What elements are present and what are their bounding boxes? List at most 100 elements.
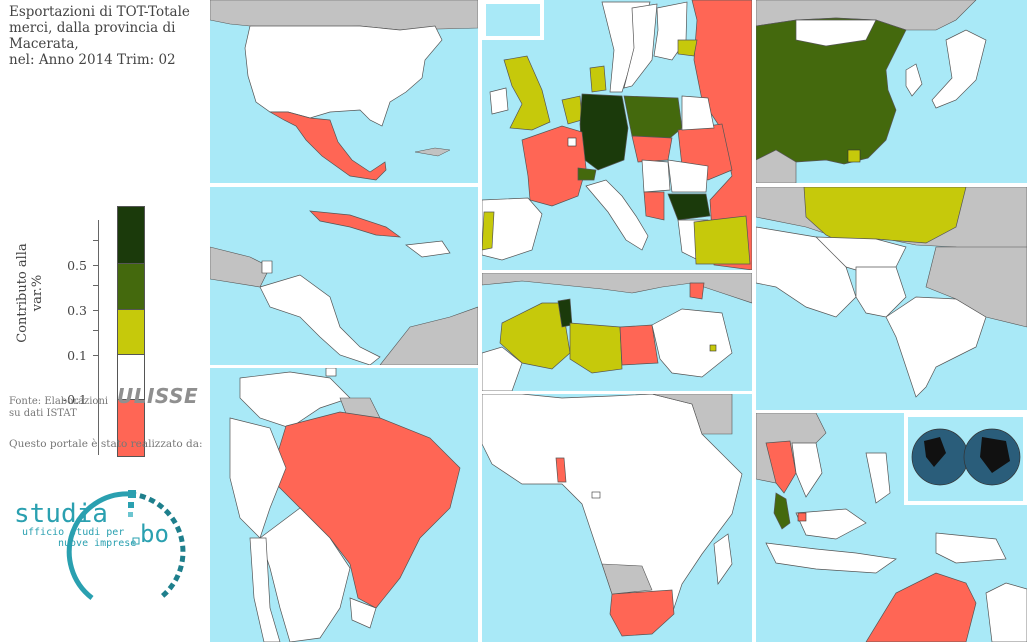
map-europe: [482, 0, 752, 270]
mexico[interactable]: [268, 111, 387, 181]
globe-continent: [924, 437, 946, 467]
arabia-south: [651, 394, 733, 435]
legend-tick-label: 0.1: [67, 348, 87, 363]
portugal[interactable]: [482, 211, 495, 251]
logo-arc-left: [66, 491, 131, 600]
indochina-north: [756, 149, 797, 183]
serbia[interactable]: [643, 191, 665, 221]
turkey[interactable]: [693, 215, 751, 265]
korea[interactable]: [905, 63, 923, 97]
belize[interactable]: [261, 260, 273, 274]
botswana-namibia: [601, 563, 653, 595]
ireland[interactable]: [489, 87, 509, 115]
panel-south-asia[interactable]: [756, 187, 1027, 410]
map-south-america: [210, 368, 478, 642]
central-america[interactable]: [259, 274, 381, 365]
malaysia-peninsula[interactable]: [773, 492, 791, 530]
ulisse-logo[interactable]: ULISSE: [117, 384, 199, 408]
africa-mainland[interactable]: [482, 394, 743, 625]
source-note: Fonte: Elaborazioni su dati ISTAT: [9, 396, 109, 419]
panel-caribbean[interactable]: [210, 187, 478, 365]
panel-east-asia[interactable]: [756, 0, 1027, 183]
japan[interactable]: [931, 29, 987, 109]
mongolia[interactable]: [795, 19, 877, 47]
legend-axis-label: Contributo alla var.%: [15, 243, 45, 343]
cyprus-lebanon[interactable]: [689, 282, 705, 300]
map-title: Esportazioni di TOT-Totale merci, dalla …: [9, 4, 190, 68]
india[interactable]: [885, 296, 987, 398]
hungary[interactable]: [641, 159, 671, 193]
hispaniola[interactable]: [405, 240, 451, 258]
south-africa[interactable]: [609, 589, 675, 637]
logo-square: [128, 502, 134, 508]
new-zealand[interactable]: [985, 582, 1027, 642]
logo-arc-right: [129, 491, 186, 600]
map-north-america: [210, 0, 478, 183]
belarus[interactable]: [681, 95, 715, 131]
usa[interactable]: [244, 25, 443, 127]
switzerland[interactable]: [577, 167, 597, 181]
legend-swatch-nodata: [117, 354, 145, 400]
panel-southeast-asia[interactable]: [756, 413, 1027, 642]
gabon[interactable]: [591, 491, 601, 499]
philippines[interactable]: [865, 452, 891, 504]
legend-tick-label: 0.3: [67, 303, 87, 318]
saudi-arabia[interactable]: [651, 308, 733, 378]
inset-sea: [486, 4, 540, 36]
romania[interactable]: [667, 159, 709, 193]
peru-bolivia[interactable]: [229, 417, 287, 539]
denmark[interactable]: [589, 65, 607, 93]
sweden[interactable]: [623, 3, 658, 89]
hong-kong[interactable]: [847, 149, 861, 163]
legend-tick: [93, 240, 99, 241]
panel-north-america[interactable]: [210, 0, 478, 183]
poland[interactable]: [623, 95, 683, 139]
logo-word: studia: [14, 499, 108, 529]
panel-mena[interactable]: [482, 273, 752, 391]
thailand[interactable]: [765, 440, 797, 494]
panel-africa[interactable]: [482, 394, 752, 642]
legend-swatch-negative: [117, 399, 145, 457]
legend-swatch-mid: [117, 263, 145, 310]
chile[interactable]: [249, 537, 281, 642]
uk[interactable]: [503, 55, 551, 131]
qatar[interactable]: [709, 344, 717, 352]
borneo[interactable]: [795, 508, 867, 540]
papua-new-guinea[interactable]: [935, 532, 1007, 564]
madagascar[interactable]: [713, 533, 733, 585]
argentina[interactable]: [259, 507, 351, 642]
estonia[interactable]: [677, 39, 698, 57]
libya[interactable]: [569, 322, 623, 374]
map-south-asia: [756, 187, 1027, 410]
panel-south-america[interactable]: [210, 368, 478, 642]
vietnam-laos[interactable]: [791, 442, 823, 498]
italy[interactable]: [585, 179, 649, 251]
legend-swatch-low: [117, 309, 145, 355]
spain[interactable]: [482, 197, 543, 261]
germany[interactable]: [579, 93, 629, 171]
trinidad[interactable]: [325, 368, 337, 377]
luxembourg[interactable]: [567, 137, 577, 147]
morocco[interactable]: [482, 346, 523, 391]
panel-europe[interactable]: [482, 0, 752, 270]
ghana[interactable]: [555, 457, 567, 483]
france[interactable]: [521, 125, 587, 207]
cuba: [414, 147, 451, 157]
egypt[interactable]: [619, 324, 659, 366]
cuba[interactable]: [309, 210, 402, 238]
algeria[interactable]: [499, 302, 571, 370]
colombia-venezuela[interactable]: [239, 371, 351, 429]
singapore[interactable]: [797, 512, 807, 522]
map-southeast-asia: [756, 413, 1027, 642]
uruguay[interactable]: [349, 597, 377, 629]
logo-square: [132, 537, 140, 545]
south-america-north: [379, 306, 478, 365]
studiabo-logo[interactable]: studia bo ufficio studi per nuove impres…: [10, 480, 200, 610]
czech-austria[interactable]: [631, 135, 673, 163]
logo-suffix: bo: [140, 520, 169, 548]
indonesia[interactable]: [765, 542, 897, 574]
iran[interactable]: [756, 226, 857, 318]
legend-axis: [98, 220, 99, 455]
bulgaria[interactable]: [667, 193, 711, 221]
australia[interactable]: [865, 572, 977, 642]
